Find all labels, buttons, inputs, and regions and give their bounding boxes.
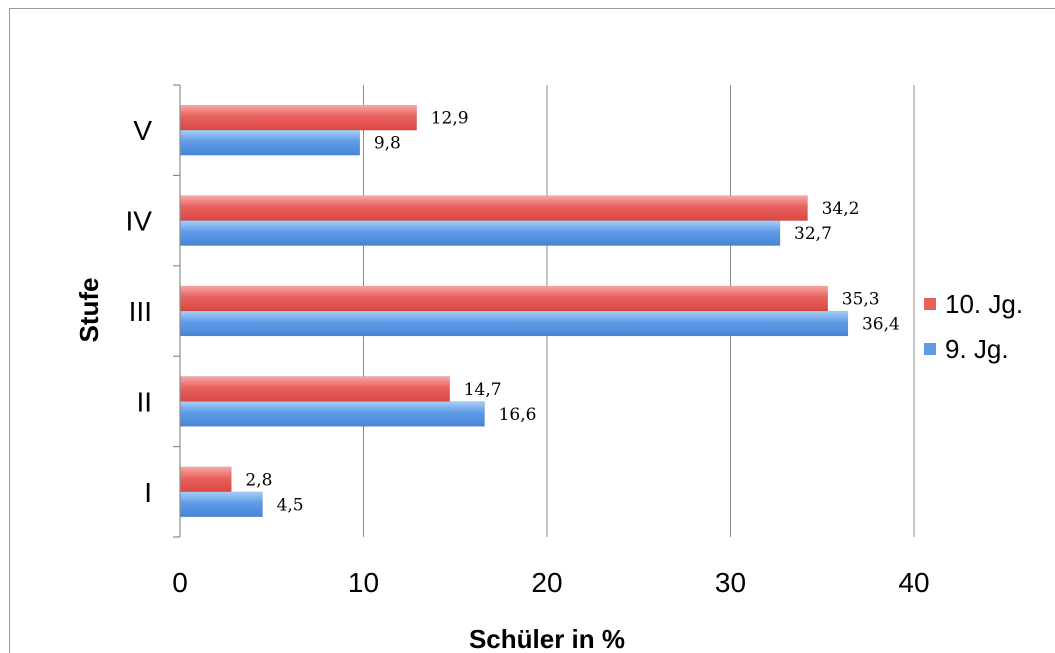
bar-jg10-V xyxy=(179,104,417,131)
legend-label-jg9: 9. Jg. xyxy=(945,334,1009,364)
y-axis-title: Stufe xyxy=(74,278,104,343)
data-labels: 2,84,5 14,7 16,6 35,3 36,4 34,2 32,7 12,9 9,8 xyxy=(245,109,899,516)
x-tick-label-0: 0 xyxy=(172,567,188,598)
data-label-jg10-II: 14,7 xyxy=(464,380,502,400)
bar-jg10-I xyxy=(179,466,232,493)
bar-jg9-III xyxy=(179,310,849,337)
bar-jg9-IV xyxy=(179,220,781,246)
legend-label-jg10: 10. Jg. xyxy=(945,289,1023,319)
data-label-jg9-I: 4,5 xyxy=(277,495,304,515)
bar-jg10-IV xyxy=(179,195,808,221)
bar-jg9-V xyxy=(179,129,361,156)
x-tick-label-20: 20 xyxy=(531,567,562,598)
x-tick-label-40: 40 xyxy=(898,567,929,598)
bar-jg9-II xyxy=(179,401,485,427)
data-label-jg10-I: 2,8 xyxy=(245,470,272,490)
data-label-jg9-IV: 32,7 xyxy=(794,224,832,244)
data-label-jg10-III: 35,3 xyxy=(842,290,880,310)
data-label-jg9-III: 36,4 xyxy=(862,315,900,335)
legend: 10. Jg. 9. Jg. xyxy=(924,289,1023,364)
bar-jg10-III xyxy=(179,285,829,312)
x-tick-label-30: 30 xyxy=(715,567,746,598)
y-tick-label-V: V xyxy=(133,115,152,146)
data-label-jg10-V: 12,9 xyxy=(431,109,469,129)
bars xyxy=(179,104,849,518)
data-label-jg10-IV: 34,2 xyxy=(822,199,860,219)
bar-jg10-II xyxy=(179,376,450,402)
y-tick-label-II: II xyxy=(136,386,152,417)
data-label-jg9-V: 9,8 xyxy=(374,134,401,154)
data-label-jg9-II: 16,6 xyxy=(499,405,537,425)
bar-jg9-I xyxy=(179,491,263,518)
legend-swatch-jg10 xyxy=(924,298,936,310)
y-tick-label-III: III xyxy=(129,296,152,327)
x-axis-title: Schüler in % xyxy=(469,624,625,653)
legend-swatch-jg9 xyxy=(924,343,936,355)
x-tick-label-10: 10 xyxy=(348,567,379,598)
y-tick-label-IV: IV xyxy=(126,206,153,237)
y-tick-label-I: I xyxy=(144,477,152,508)
